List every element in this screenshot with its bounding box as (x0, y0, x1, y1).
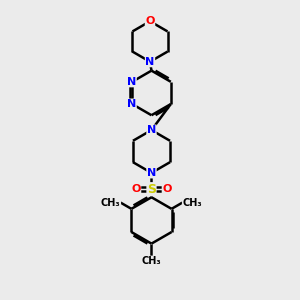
Text: CH₃: CH₃ (101, 198, 121, 208)
Text: CH₃: CH₃ (182, 198, 202, 208)
Text: S: S (147, 183, 156, 196)
Text: N: N (147, 168, 156, 178)
Text: O: O (145, 16, 155, 26)
Text: N: N (146, 57, 154, 67)
Text: N: N (127, 77, 136, 87)
Text: N: N (147, 125, 156, 135)
Text: O: O (162, 184, 172, 194)
Text: O: O (131, 184, 141, 194)
Text: CH₃: CH₃ (142, 256, 161, 266)
Text: N: N (127, 99, 136, 109)
